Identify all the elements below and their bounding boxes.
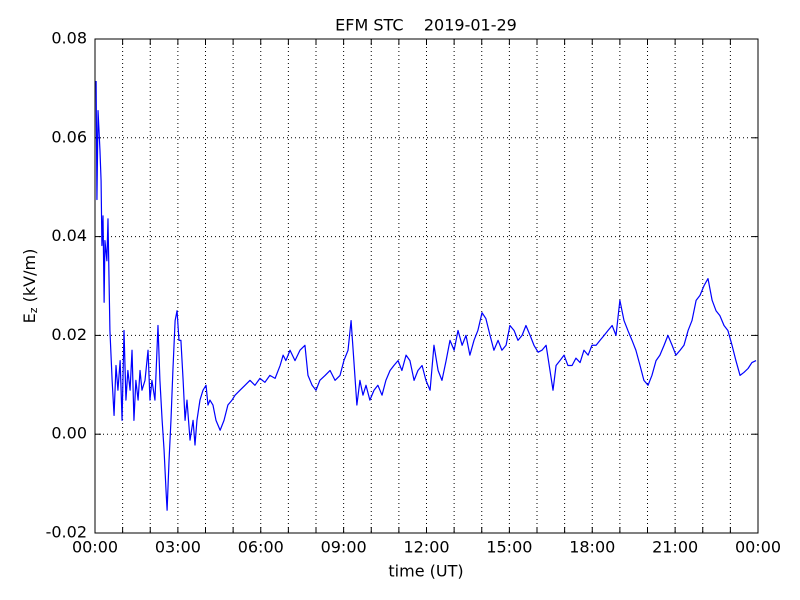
y-tick-label: 0.08 [51,29,87,48]
x-tick-label: 03:00 [155,538,201,557]
y-tick-label: -0.02 [46,523,87,542]
y-tick-label: 0.00 [51,424,87,443]
x-tick-label: 18:00 [569,538,615,557]
y-tick-label: 0.06 [51,127,87,146]
x-tick-label: 00:00 [735,538,781,557]
x-tick-label: 21:00 [652,538,698,557]
chart-title: EFM STC 2019-01-29 [335,16,517,35]
y-label-unit: (kV/m) [20,249,39,308]
x-tick-label: 00:00 [72,538,118,557]
x-tick-label: 06:00 [238,538,284,557]
y-axis-label: Ez (kV/m) [20,249,41,324]
plot-frame [94,38,759,534]
x-tick-label: 09:00 [321,538,367,557]
y-label-subscript: z [27,307,40,313]
y-tick-label: 0.04 [51,226,87,245]
x-tick-label: 15:00 [486,538,532,557]
x-axis-label: time (UT) [388,562,463,581]
y-tick-label: 0.02 [51,325,87,344]
y-label-base: E [20,313,39,323]
x-tick-label: 12:00 [403,538,449,557]
data-line [95,80,757,511]
